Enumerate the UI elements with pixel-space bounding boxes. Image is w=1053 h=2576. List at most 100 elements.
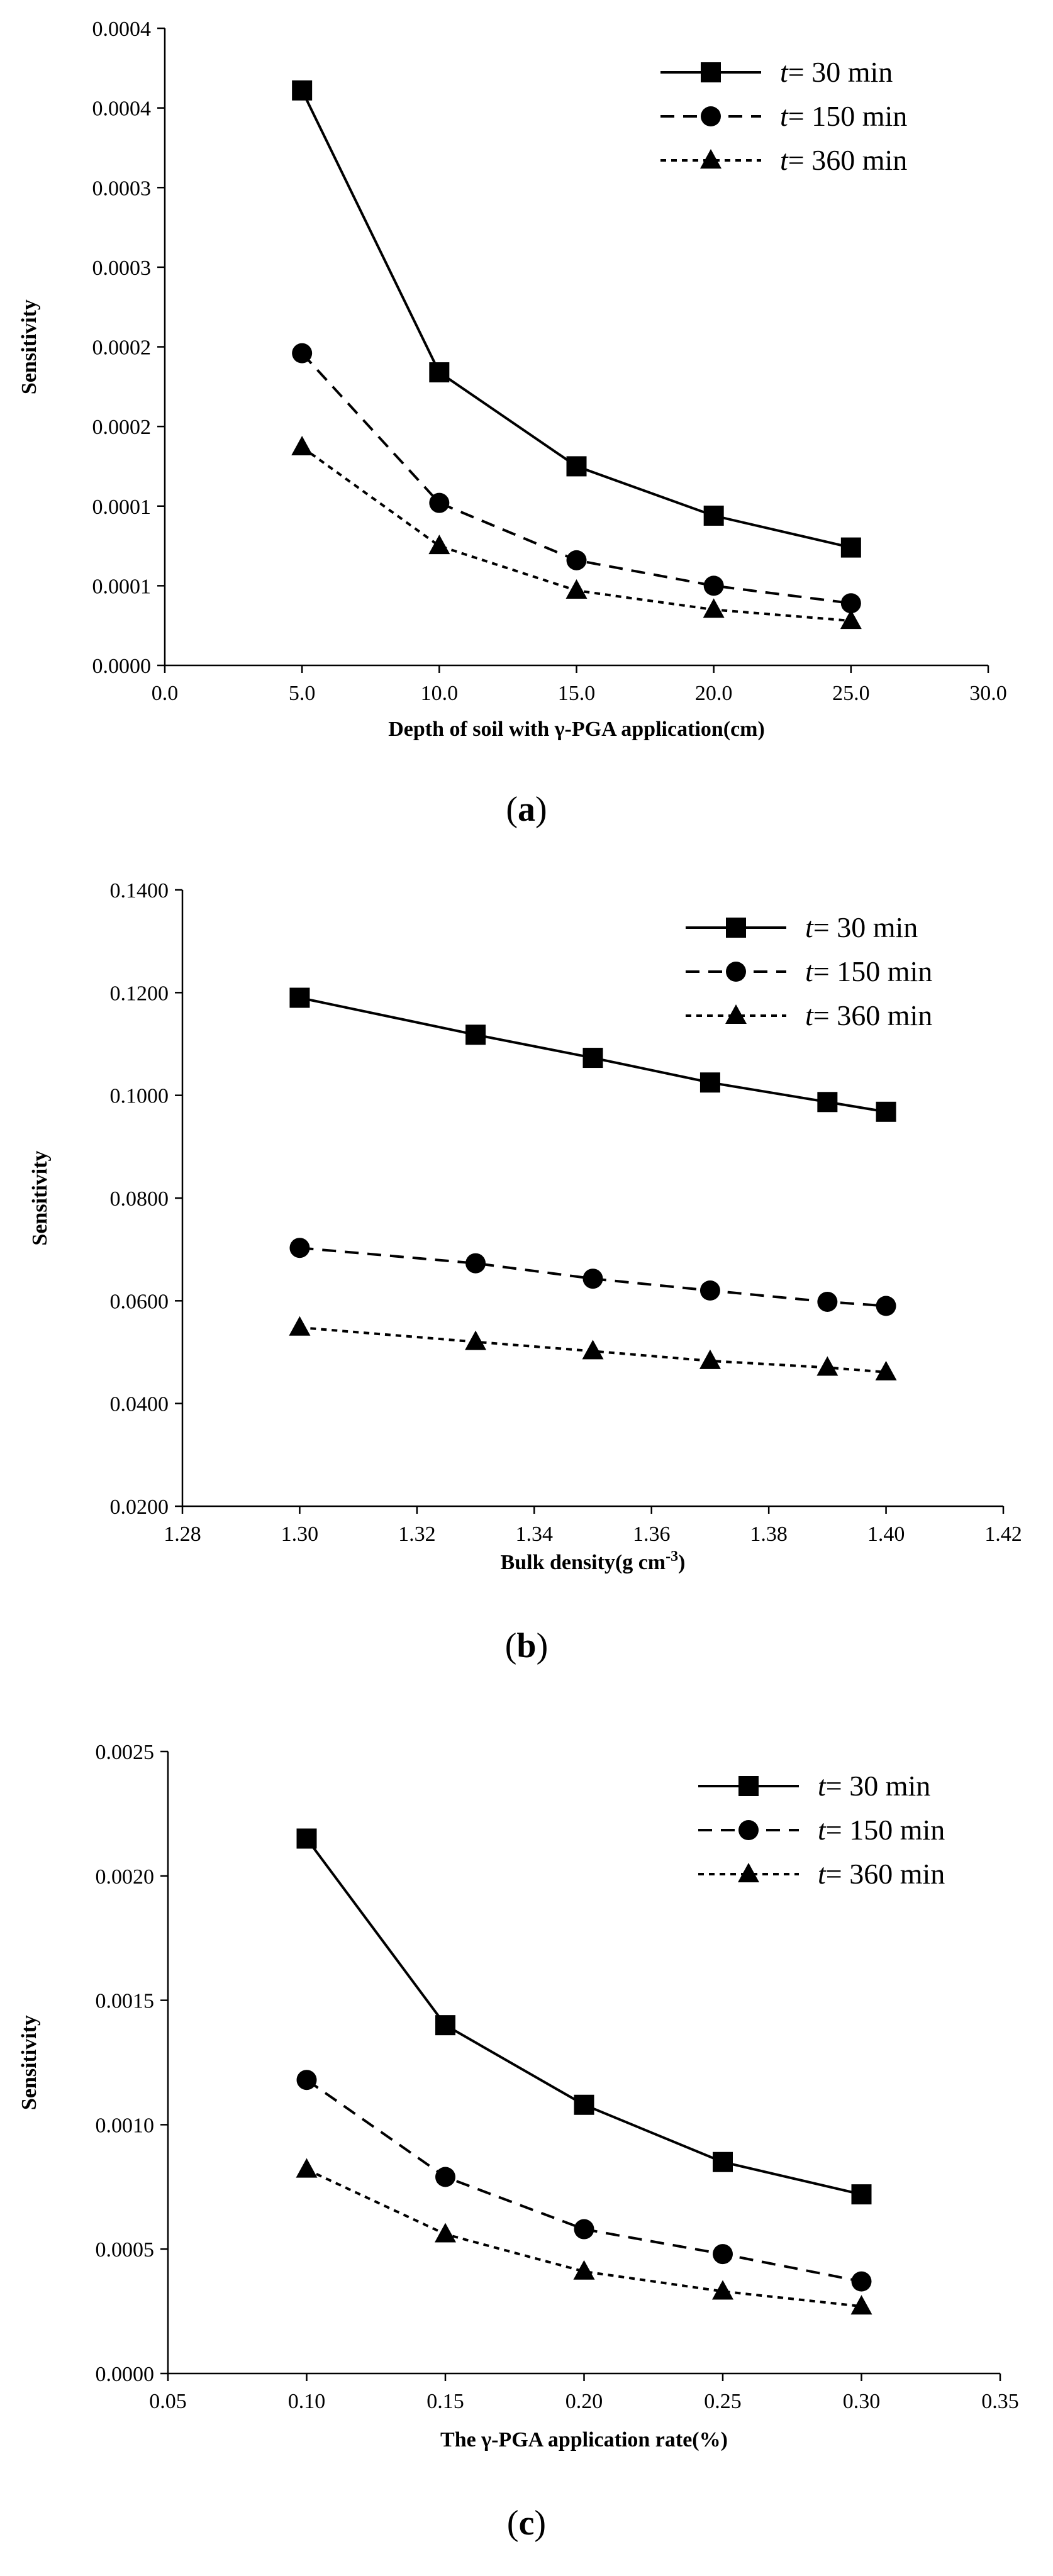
data-point — [573, 2260, 595, 2280]
x-tick-label: 1.36 — [633, 1523, 671, 1546]
x-tick-label: 0.35 — [981, 2390, 1019, 2413]
y-tick-label: 0.0001 — [92, 575, 152, 598]
data-point — [699, 1072, 720, 1093]
y-tick-label: 0.1200 — [110, 982, 169, 1005]
series-circle — [289, 1238, 896, 1316]
legend-marker — [738, 1820, 759, 1840]
x-axis-label: Bulk density(g cm-3) — [501, 1548, 686, 1574]
series-triangle — [291, 436, 862, 630]
legend-label-italic: t — [805, 999, 814, 1031]
data-point — [876, 1101, 896, 1122]
series-triangle — [289, 1316, 897, 1380]
data-point — [574, 2219, 594, 2240]
x-tick-label: 15.0 — [558, 682, 596, 705]
x-tick-label: 5.0 — [289, 682, 316, 705]
y-tick-label: 0.0001 — [92, 496, 152, 519]
legend-label-rest: = 360 min — [826, 1858, 945, 1890]
data-point — [817, 1092, 838, 1113]
legend-marker — [701, 106, 721, 126]
legend-label: t= 360 min — [818, 1858, 945, 1890]
data-point — [566, 550, 587, 570]
legend-marker — [701, 62, 721, 82]
series-line — [305, 1838, 862, 2196]
data-point — [840, 537, 861, 558]
series-circle — [292, 343, 861, 614]
y-axis-label: Sensitivity — [18, 2015, 41, 2110]
data-point — [429, 362, 450, 383]
y-tick-label: 0.1000 — [110, 1085, 169, 1108]
legend-label-rest: = 150 min — [826, 1814, 945, 1846]
x-tick-label: 1.28 — [164, 1523, 201, 1546]
data-point — [292, 343, 313, 364]
data-point — [429, 492, 450, 513]
legend-label-rest: = 30 min — [826, 1770, 931, 1802]
legend-label: t= 150 min — [818, 1814, 945, 1846]
data-point — [574, 2094, 594, 2115]
data-point — [435, 2167, 455, 2187]
legend-marker — [700, 149, 722, 169]
panel-label-close: ) — [534, 2504, 546, 2543]
data-point — [289, 987, 310, 1008]
data-point — [703, 575, 724, 596]
legend-marker — [726, 918, 746, 938]
legend-label-rest: = 150 min — [788, 100, 908, 132]
y-tick-label: 0.0000 — [96, 2363, 155, 2386]
y-tick-label: 0.0400 — [110, 1393, 169, 1416]
y-axis-label: Sensitivity — [28, 1150, 52, 1245]
panel-label-open: ( — [505, 1626, 517, 1665]
data-point — [435, 2015, 455, 2036]
legend-label-italic: t — [818, 1814, 827, 1846]
legend-label-rest: = 360 min — [813, 999, 933, 1031]
legend-marker — [738, 1863, 759, 1882]
legend-label: t= 150 min — [780, 100, 907, 132]
data-point — [850, 2295, 872, 2315]
legend-marker — [726, 962, 746, 982]
y-tick-label: 0.0015 — [96, 1990, 155, 2013]
panel-label-open: ( — [507, 2504, 519, 2543]
chart-b: 0.0200 0.0400 0.0600 0.0800 0.1000 0.1200 0.14… — [28, 879, 1022, 1665]
series-triangle — [296, 2158, 872, 2315]
data-point — [296, 2158, 318, 2178]
y-tick-label: 0.0003 — [92, 177, 152, 200]
x-axis-label: Depth of soil with γ-PGA application(cm) — [388, 718, 765, 741]
x-tick-label: 0.15 — [426, 2390, 464, 2413]
x-tick-label: 0.20 — [566, 2390, 603, 2413]
x-tick-label: 0.30 — [843, 2390, 881, 2413]
y-tick-label: 0.0002 — [92, 336, 152, 360]
y-tick-label: 0.0200 — [110, 1496, 169, 1519]
legend-marker — [725, 1004, 747, 1024]
x-tick-label: 0.10 — [288, 2390, 326, 2413]
data-point — [566, 456, 587, 477]
y-tick-label: 0.0005 — [96, 2238, 155, 2262]
data-point — [840, 609, 862, 630]
panel-label-close: ) — [537, 1626, 549, 1665]
data-point — [817, 1291, 838, 1312]
panel-label-open: ( — [506, 790, 518, 829]
x-tick-label: 30.0 — [969, 682, 1007, 705]
x-tick-label: 1.32 — [398, 1523, 436, 1546]
x-tick-label: 10.0 — [421, 682, 459, 705]
y-tick-label: 0.0025 — [96, 1741, 155, 1764]
data-point — [816, 1356, 838, 1376]
data-point — [712, 2280, 733, 2300]
series-line — [299, 1246, 886, 1307]
panel-label: (c) — [507, 2504, 546, 2543]
data-point — [703, 598, 725, 618]
legend-label-italic: t — [818, 1770, 827, 1802]
data-point — [582, 1048, 603, 1069]
legend-label-rest: = 30 min — [813, 911, 918, 943]
data-point — [840, 593, 861, 614]
legend-label: t= 30 min — [818, 1770, 930, 1802]
x-tick-label: 25.0 — [832, 682, 870, 705]
y-tick-label: 0.0000 — [92, 655, 152, 678]
x-axis-label: The γ-PGA application rate(%) — [440, 2428, 728, 2451]
data-point — [875, 1360, 897, 1380]
chart-c: 0.0000 0.0005 0.0010 0.0015 0.0020 0.0025 0.05… — [18, 1741, 1019, 2543]
y-tick-label: 0.0004 — [92, 18, 152, 41]
panel-label: (b) — [505, 1626, 548, 1665]
x-tick-label: 0.25 — [704, 2390, 742, 2413]
legend-label-rest: = 360 min — [788, 144, 908, 176]
data-point — [289, 1316, 311, 1336]
data-point — [465, 1330, 487, 1350]
y-tick-label: 0.0600 — [110, 1290, 169, 1313]
